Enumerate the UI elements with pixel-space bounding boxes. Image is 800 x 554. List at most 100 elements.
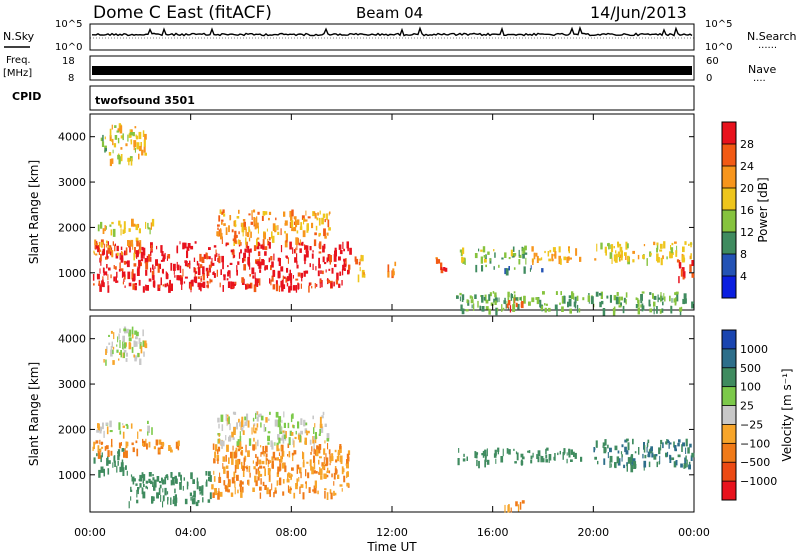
- data-cell: [116, 271, 118, 278]
- data-cell: [627, 442, 630, 451]
- data-cell: [548, 454, 552, 461]
- data-cell: [212, 443, 215, 450]
- data-cell: [155, 259, 158, 266]
- data-cell: [347, 269, 350, 275]
- data-cell: [522, 247, 526, 254]
- data-cell: [307, 472, 310, 479]
- data-cell: [333, 281, 335, 287]
- colorbar-swatch: [722, 166, 736, 188]
- data-cell: [537, 456, 540, 463]
- data-cell: [135, 250, 139, 258]
- colorbar-tick-label: 25: [740, 400, 754, 413]
- data-cell: [495, 307, 498, 316]
- data-cell: [291, 467, 294, 471]
- data-cell: [270, 256, 273, 261]
- data-cell: [313, 427, 315, 434]
- data-cell: [501, 304, 503, 312]
- data-cell: [259, 492, 262, 499]
- data-cell: [153, 485, 156, 491]
- data-cell: [112, 462, 114, 468]
- data-cell: [248, 237, 251, 242]
- data-cell: [149, 480, 153, 485]
- data-cell: [229, 423, 231, 431]
- data-cell: [619, 258, 621, 262]
- data-cell: [627, 457, 631, 464]
- data-cell: [667, 439, 670, 443]
- data-cell: [99, 257, 101, 263]
- data-cell: [562, 452, 564, 460]
- data-cell: [194, 271, 198, 274]
- data-cell: [216, 269, 218, 277]
- data-cell: [309, 459, 312, 467]
- data-cell: [601, 300, 604, 305]
- data-cell: [319, 241, 322, 250]
- data-cell: [556, 308, 558, 316]
- data-cell: [151, 496, 154, 503]
- data-cell: [254, 272, 256, 279]
- data-cell: [120, 154, 123, 162]
- data-cell: [145, 480, 149, 484]
- data-cell: [545, 303, 548, 306]
- data-cell: [541, 456, 544, 460]
- data-cell: [622, 305, 625, 314]
- data-cell: [339, 455, 343, 463]
- data-cell: [103, 243, 105, 251]
- data-cell: [605, 250, 607, 256]
- data-cell: [103, 267, 105, 276]
- data-cell: [284, 240, 288, 248]
- data-cell: [110, 246, 112, 252]
- data-cell: [689, 255, 691, 260]
- colorbar-swatch: [722, 232, 736, 254]
- data-cell: [312, 489, 315, 492]
- data-cell: [523, 295, 525, 304]
- data-cell: [122, 431, 125, 439]
- data-cell: [153, 446, 156, 450]
- data-cell: [495, 458, 497, 464]
- data-cell: [214, 488, 217, 496]
- data-cell: [485, 264, 487, 268]
- data-cell: [229, 215, 231, 221]
- data-cell: [314, 423, 316, 428]
- data-cell: [282, 450, 285, 457]
- data-cell: [117, 154, 120, 160]
- data-cell: [482, 246, 486, 253]
- data-cell: [222, 285, 224, 292]
- data-cell: [314, 232, 317, 236]
- data-cell: [308, 487, 311, 493]
- data-cell: [199, 253, 202, 262]
- data-cell: [574, 296, 577, 304]
- data-cell: [170, 480, 173, 486]
- data-cell: [285, 277, 288, 283]
- data-cell: [138, 249, 140, 255]
- data-cell: [637, 307, 640, 310]
- data-cell: [147, 254, 151, 262]
- data-cell: [280, 425, 282, 432]
- data-cell: [245, 456, 247, 461]
- data-cell: [139, 342, 142, 349]
- data-cell: [245, 466, 248, 470]
- data-cell: [260, 452, 262, 457]
- data-cell: [225, 465, 229, 469]
- y-tick-label: 1000: [58, 267, 86, 280]
- data-cell: [682, 442, 685, 447]
- data-cell: [338, 244, 342, 250]
- data-cell: [147, 431, 149, 436]
- data-cell: [299, 248, 302, 253]
- data-cell: [93, 252, 95, 255]
- data-cell: [300, 430, 303, 435]
- data-cell: [161, 479, 165, 485]
- data-cell: [303, 254, 307, 261]
- data-cell: [233, 471, 236, 479]
- data-cell: [319, 416, 322, 424]
- data-cell: [135, 134, 137, 138]
- data-cell: [104, 225, 106, 232]
- data-cell: [120, 353, 122, 358]
- data-cell: [119, 262, 121, 269]
- data-cell: [122, 281, 124, 285]
- data-cell: [607, 452, 609, 459]
- data-cell: [130, 489, 133, 492]
- data-cell: [283, 284, 286, 289]
- data-cell: [313, 485, 317, 494]
- data-cell: [532, 259, 534, 265]
